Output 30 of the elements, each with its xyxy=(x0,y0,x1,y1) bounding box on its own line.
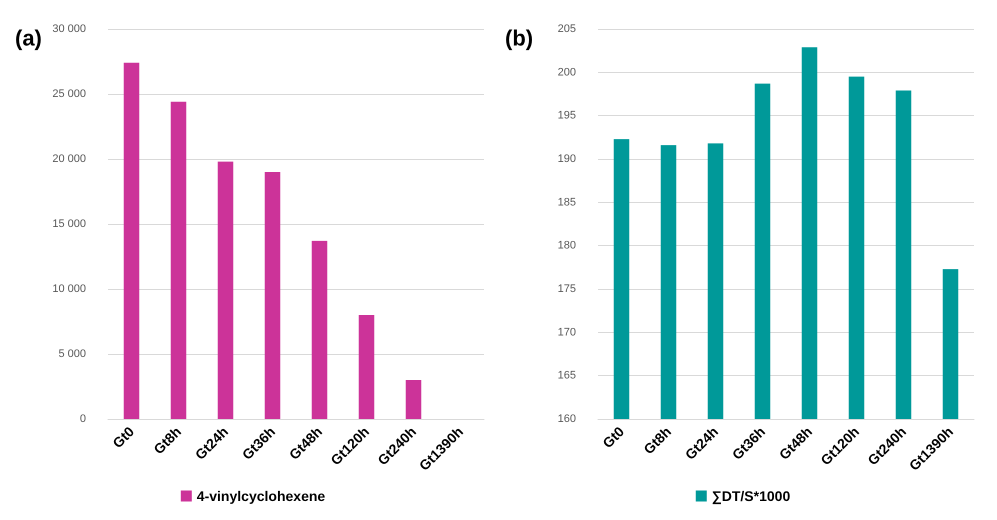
bar xyxy=(264,172,280,419)
chart-title: (a) xyxy=(15,26,42,50)
y-tick-label: 205 xyxy=(558,23,576,35)
y-tick-label: 0 xyxy=(80,413,86,425)
y-tick-label: 185 xyxy=(558,196,576,208)
y-tick-label: 170 xyxy=(558,326,576,338)
y-tick-label: 195 xyxy=(558,110,576,122)
y-tick-label: 175 xyxy=(558,283,576,295)
bar xyxy=(406,380,422,419)
bar xyxy=(170,102,186,419)
y-tick-label: 160 xyxy=(558,413,576,425)
legend-label: ∑DT/S*1000 xyxy=(712,488,790,505)
y-tick-label: 180 xyxy=(558,240,576,252)
y-tick-label: 25 000 xyxy=(52,88,86,100)
y-tick-label: 20 000 xyxy=(52,153,86,165)
bar xyxy=(358,315,374,419)
y-tick-label: 200 xyxy=(558,66,576,78)
x-tick-label: Gt0 xyxy=(599,423,628,452)
legend-label: 4-vinylcyclohexene xyxy=(196,488,326,504)
x-tick-label: Gt0 xyxy=(109,423,138,452)
y-tick-label: 30 000 xyxy=(52,23,86,35)
bar xyxy=(124,62,140,419)
y-tick-label: 190 xyxy=(558,153,576,165)
y-tick-label: 15 000 xyxy=(52,218,86,230)
bar xyxy=(218,162,234,419)
y-tick-label: 5 000 xyxy=(58,348,86,360)
bar xyxy=(312,240,328,419)
y-tick-label: 165 xyxy=(558,370,576,382)
y-tick-label: 10 000 xyxy=(52,283,86,295)
chart-title: (b) xyxy=(505,26,534,50)
